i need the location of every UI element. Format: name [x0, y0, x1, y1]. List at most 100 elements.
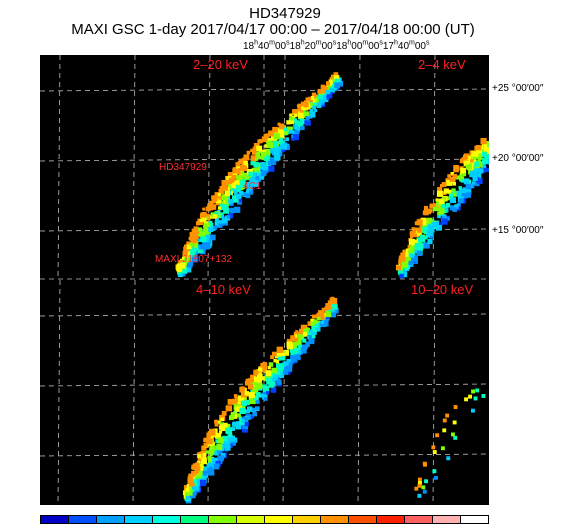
- exposure-pixel: [193, 479, 197, 484]
- exposure-pixel: [275, 360, 280, 364]
- exposure-pixel: [297, 350, 302, 355]
- exposure-pixel: [224, 199, 230, 205]
- exposure-pixel: [427, 238, 433, 245]
- exposure-pixel: [209, 452, 213, 457]
- exposure-pixel: [288, 361, 293, 366]
- exposure-pixel: [422, 226, 429, 233]
- exposure-pixel: [442, 206, 449, 213]
- exposure-pixel: [237, 413, 241, 418]
- exposure-pixel: [420, 217, 427, 223]
- exposure-pixel: [482, 169, 486, 173]
- color-scale-step: [237, 516, 265, 523]
- exposure-pixel: [299, 121, 304, 126]
- exposure-pixel: [199, 221, 204, 225]
- exposure-pixel: [331, 308, 336, 313]
- exposure-pixel: [272, 126, 278, 133]
- exposure-pixel: [265, 370, 272, 376]
- exposure-pixel: [195, 462, 200, 467]
- exposure-pixel: [227, 172, 234, 178]
- exposure-pixel: [435, 198, 439, 202]
- exposure-pixel: [268, 165, 275, 172]
- exposure-pixel: [239, 407, 246, 414]
- exposure-pixel: [219, 455, 224, 461]
- exposure-pixel: [236, 424, 242, 430]
- exposure-pixel: [270, 158, 274, 162]
- exposure-pixel: [322, 320, 329, 327]
- exposure-pixel: [240, 386, 245, 391]
- exposure-pixel: [221, 215, 225, 219]
- grid-line: [282, 279, 286, 505]
- exposure-pixel: [232, 168, 238, 174]
- exposure-pixel: [302, 338, 307, 343]
- exposure-pixel: [185, 488, 190, 492]
- exposure-pixel: [235, 185, 241, 191]
- exposure-pixel: [209, 200, 214, 205]
- exposure-pixel: [258, 150, 263, 154]
- exposure-pixel: [273, 358, 277, 363]
- exposure-pixel: [422, 489, 427, 494]
- exposure-pixel: [206, 438, 213, 445]
- exposure-pixel: [316, 103, 322, 109]
- exposure-pixel: [278, 133, 285, 139]
- exposure-pixel: [274, 154, 281, 161]
- exposure-pixel: [189, 485, 194, 491]
- exposure-pixel: [185, 496, 190, 500]
- exposure-pixel: [225, 196, 230, 202]
- exposure-pixel: [240, 405, 246, 411]
- exposure-pixel: [241, 400, 247, 407]
- exposure-pixel: [205, 216, 209, 220]
- exposure-pixel: [294, 354, 301, 361]
- exposure-pixel: [229, 415, 234, 421]
- exposure-pixel: [303, 105, 309, 111]
- exposure-pixel: [228, 184, 234, 190]
- exposure-pixel: [233, 394, 238, 398]
- exposure-pixel: [423, 205, 429, 211]
- exposure-pixel: [294, 120, 299, 125]
- exposure-pixel: [401, 261, 408, 268]
- exposure-pixel: [327, 304, 333, 310]
- exposure-pixel: [413, 233, 417, 237]
- exposure-pixel: [314, 109, 318, 113]
- exposure-pixel: [424, 479, 428, 484]
- exposure-pixel: [263, 133, 269, 139]
- exposure-pixel: [209, 466, 213, 470]
- exposure-pixel: [411, 255, 418, 262]
- exposure-pixel: [423, 210, 429, 216]
- exposure-pixel: [223, 422, 228, 428]
- exposure-pixel: [230, 412, 236, 418]
- exposure-pixel: [294, 334, 298, 338]
- exposure-pixel: [318, 91, 324, 97]
- exposure-pixel: [481, 394, 486, 398]
- exposure-pixel: [198, 471, 203, 476]
- exposure-pixel: [426, 230, 433, 237]
- exposure-pixel: [251, 380, 257, 387]
- exposure-pixel: [465, 192, 471, 198]
- exposure-pixel: [218, 188, 224, 195]
- exposure-pixel: [417, 483, 422, 488]
- exposure-pixel: [188, 480, 195, 487]
- exposure-pixel: [320, 101, 325, 106]
- exposure-pixel: [268, 382, 273, 387]
- exposure-pixel: [438, 208, 445, 215]
- exposure-pixel: [191, 251, 195, 255]
- exposure-pixel: [329, 87, 334, 92]
- exposure-pixel: [312, 324, 317, 329]
- band-label-4-10kev: 4–10 keV: [196, 282, 251, 297]
- exposure-pixel: [191, 237, 198, 243]
- exposure-pixel: [201, 458, 207, 465]
- exposure-pixel: [321, 95, 327, 101]
- exposure-pixel: [412, 227, 419, 234]
- exposure-pixel: [244, 400, 250, 406]
- exposure-pixel: [234, 168, 241, 175]
- exposure-pixel: [464, 397, 468, 402]
- exposure-pixel: [197, 247, 204, 253]
- exposure-pixel: [272, 377, 276, 381]
- exposure-pixel: [453, 405, 458, 409]
- exposure-pixel: [234, 406, 240, 412]
- grid-line: [264, 228, 489, 232]
- exposure-pixel: [318, 94, 323, 100]
- exposure-pixel: [220, 426, 226, 431]
- exposure-pixel: [213, 463, 220, 470]
- sky-map[interactable]: HD347929 4C1 MAXI J1807+132 2–20 keV 2–4…: [40, 55, 489, 505]
- exposure-pixel: [219, 426, 223, 430]
